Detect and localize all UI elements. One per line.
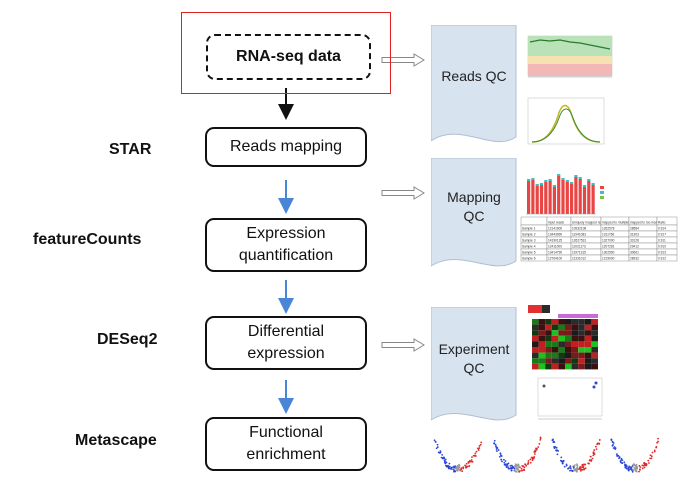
- svg-text:1219000: 1219000: [602, 257, 615, 261]
- svg-text:0.910: 0.910: [658, 245, 666, 249]
- step-reads-mapping: Reads mapping: [205, 127, 367, 167]
- step-expression-quantification: Expression quantification: [205, 218, 367, 272]
- svg-text:13443990: 13443990: [548, 233, 562, 237]
- svg-text:Sample 5: Sample 5: [522, 251, 536, 255]
- svg-text:Sample 6: Sample 6: [522, 257, 536, 261]
- mapping-qc-label: Mapping QC: [447, 189, 501, 224]
- svg-text:mapped to multiple loci: mapped to multiple loci: [602, 221, 635, 225]
- svg-text:0.912: 0.912: [658, 257, 666, 261]
- svg-text:28584: 28584: [630, 227, 639, 231]
- svg-text:Input reads: Input reads: [548, 221, 564, 225]
- tool-label-featurecounts: featureCounts: [33, 231, 142, 248]
- svg-text:Sample 4: Sample 4: [522, 245, 536, 249]
- mapping-bars-thumbnail: [526, 174, 604, 215]
- svg-text:0.913: 0.913: [658, 251, 666, 255]
- tool-label-deseq2: DESeq2: [97, 331, 158, 348]
- gc-content-thumbnail: [527, 97, 605, 145]
- svg-text:13414790: 13414790: [548, 251, 562, 255]
- svg-text:Ratio: Ratio: [658, 221, 666, 225]
- svg-text:11021173: 11021173: [572, 245, 586, 249]
- step-label: Functional enrichment: [246, 424, 326, 463]
- svg-text:1302590: 1302590: [602, 251, 615, 255]
- svg-text:1311766: 1311766: [602, 233, 614, 237]
- input-highlight-frame: [181, 12, 391, 94]
- svg-text:1207281: 1207281: [602, 245, 615, 249]
- tool-label-metascape: Metascape: [75, 432, 157, 449]
- heatmap-thumbnail: [528, 305, 598, 370]
- svg-text:0.911: 0.911: [658, 239, 666, 243]
- step-label: Differential expression: [247, 323, 325, 362]
- svg-text:31303: 31303: [630, 233, 639, 237]
- reads-quality-thumbnail: [527, 35, 613, 78]
- svg-text:12141900: 12141900: [548, 227, 562, 231]
- step-label: Expression quantification: [238, 225, 334, 264]
- svg-text:1262578: 1262578: [602, 227, 615, 231]
- hollow-arrow-mapping-qc: [381, 186, 425, 200]
- reads-qc-document: [431, 25, 517, 143]
- svg-text:12627531: 12627531: [572, 239, 586, 243]
- svg-text:1327000: 1327000: [602, 239, 615, 243]
- step-label: Reads mapping: [229, 138, 343, 155]
- svg-text:11971315: 11971315: [572, 251, 586, 255]
- step-differential-expression: Differential expression: [205, 316, 367, 370]
- input-label: RNA-seq data: [236, 48, 341, 65]
- mapping-qc-document: [431, 158, 517, 267]
- step-functional-enrichment: Functional enrichment: [205, 417, 367, 471]
- svg-text:28932: 28932: [630, 257, 639, 261]
- svg-text:29412: 29412: [630, 245, 639, 249]
- svg-text:10932108: 10932108: [572, 227, 586, 231]
- experiment-qc-document: [431, 307, 517, 421]
- input-node: RNA-seq data: [206, 34, 371, 80]
- svg-text:11331012: 11331012: [572, 257, 586, 261]
- svg-text:mapped to too many loci: mapped to too many loci: [630, 221, 665, 225]
- reads-qc-label: Reads QC: [441, 68, 507, 84]
- pca-thumbnail: [537, 377, 603, 420]
- hollow-arrow-reads-qc: [381, 53, 425, 67]
- hollow-arrow-experiment-qc: [381, 338, 425, 352]
- svg-text:33128: 33128: [630, 239, 639, 243]
- svg-text:0.914: 0.914: [658, 227, 666, 231]
- svg-text:11941083: 11941083: [572, 233, 586, 237]
- svg-text:0.917: 0.917: [658, 233, 666, 237]
- experiment-qc-label: Experiment QC: [438, 341, 510, 376]
- volcano-plots-thumbnail: [432, 436, 661, 473]
- svg-text:14190125: 14190125: [548, 239, 562, 243]
- svg-text:12764100: 12764100: [548, 257, 562, 261]
- svg-text:Sample 3: Sample 3: [522, 239, 536, 243]
- svg-text:Uniquely mapped reads: Uniquely mapped reads: [572, 221, 606, 225]
- svg-text:Sample 2: Sample 2: [522, 233, 536, 237]
- svg-text:12411000: 12411000: [548, 245, 562, 249]
- svg-text:Sample 1: Sample 1: [522, 227, 536, 231]
- tool-label-star: STAR: [109, 141, 152, 158]
- svg-text:30661: 30661: [630, 251, 639, 255]
